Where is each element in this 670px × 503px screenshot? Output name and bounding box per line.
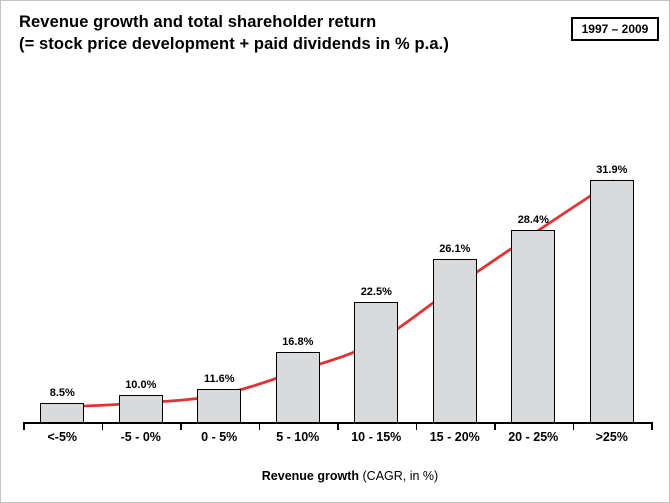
bar	[275, 352, 320, 423]
x-axis-tick	[651, 422, 653, 430]
bar-value-label: 26.1%	[439, 243, 471, 255]
bar-value-label: 11.6%	[204, 373, 235, 385]
bar	[118, 395, 163, 423]
chart-title: Revenue growth and total shareholder ret…	[19, 11, 449, 55]
period-badge: 1997 – 2009	[571, 17, 659, 41]
bar	[511, 230, 556, 423]
bar-value-label: 10.0%	[125, 379, 157, 391]
x-axis-tick	[337, 422, 339, 430]
x-axis-tick	[415, 422, 417, 430]
bar	[432, 259, 477, 423]
x-axis-category-label: >25%	[595, 430, 628, 444]
x-axis-category-label: 0 - 5%	[201, 430, 238, 444]
bar-value-label: 22.5%	[360, 286, 392, 298]
x-axis-tick	[572, 422, 574, 430]
x-axis-category-label: 5 - 10%	[276, 430, 320, 444]
bar	[589, 180, 634, 423]
x-axis-tick	[23, 422, 25, 430]
bar	[197, 389, 242, 423]
x-axis-tick	[180, 422, 182, 430]
x-axis-category-label: <-5%	[47, 430, 78, 444]
x-axis-category-label: -5 - 0%	[120, 430, 161, 444]
bar	[354, 302, 399, 423]
x-axis-category-label: 10 - 15%	[351, 430, 402, 444]
x-axis-tick	[101, 422, 103, 430]
x-axis-category-label: 20 - 25%	[508, 430, 559, 444]
bar	[40, 403, 85, 423]
title-line-2: (= stock price development + paid divide…	[19, 35, 449, 53]
x-axis-tick	[258, 422, 260, 430]
bar-value-label: 31.9%	[596, 164, 628, 176]
x-axis-title-rest: (CAGR, in %)	[359, 469, 439, 483]
bar-value-label: 8.5%	[49, 387, 75, 399]
title-line-1: Revenue growth and total shareholder ret…	[19, 13, 377, 31]
x-axis-category-label: 15 - 20%	[429, 430, 480, 444]
x-axis-title-bold: Revenue growth	[261, 469, 360, 483]
x-axis-title: Revenue growth (CAGR, in %)	[1, 469, 669, 483]
x-axis-tick	[494, 422, 496, 430]
bar-value-label: 16.8%	[282, 336, 314, 348]
bar-value-label: 28.4%	[517, 214, 549, 226]
